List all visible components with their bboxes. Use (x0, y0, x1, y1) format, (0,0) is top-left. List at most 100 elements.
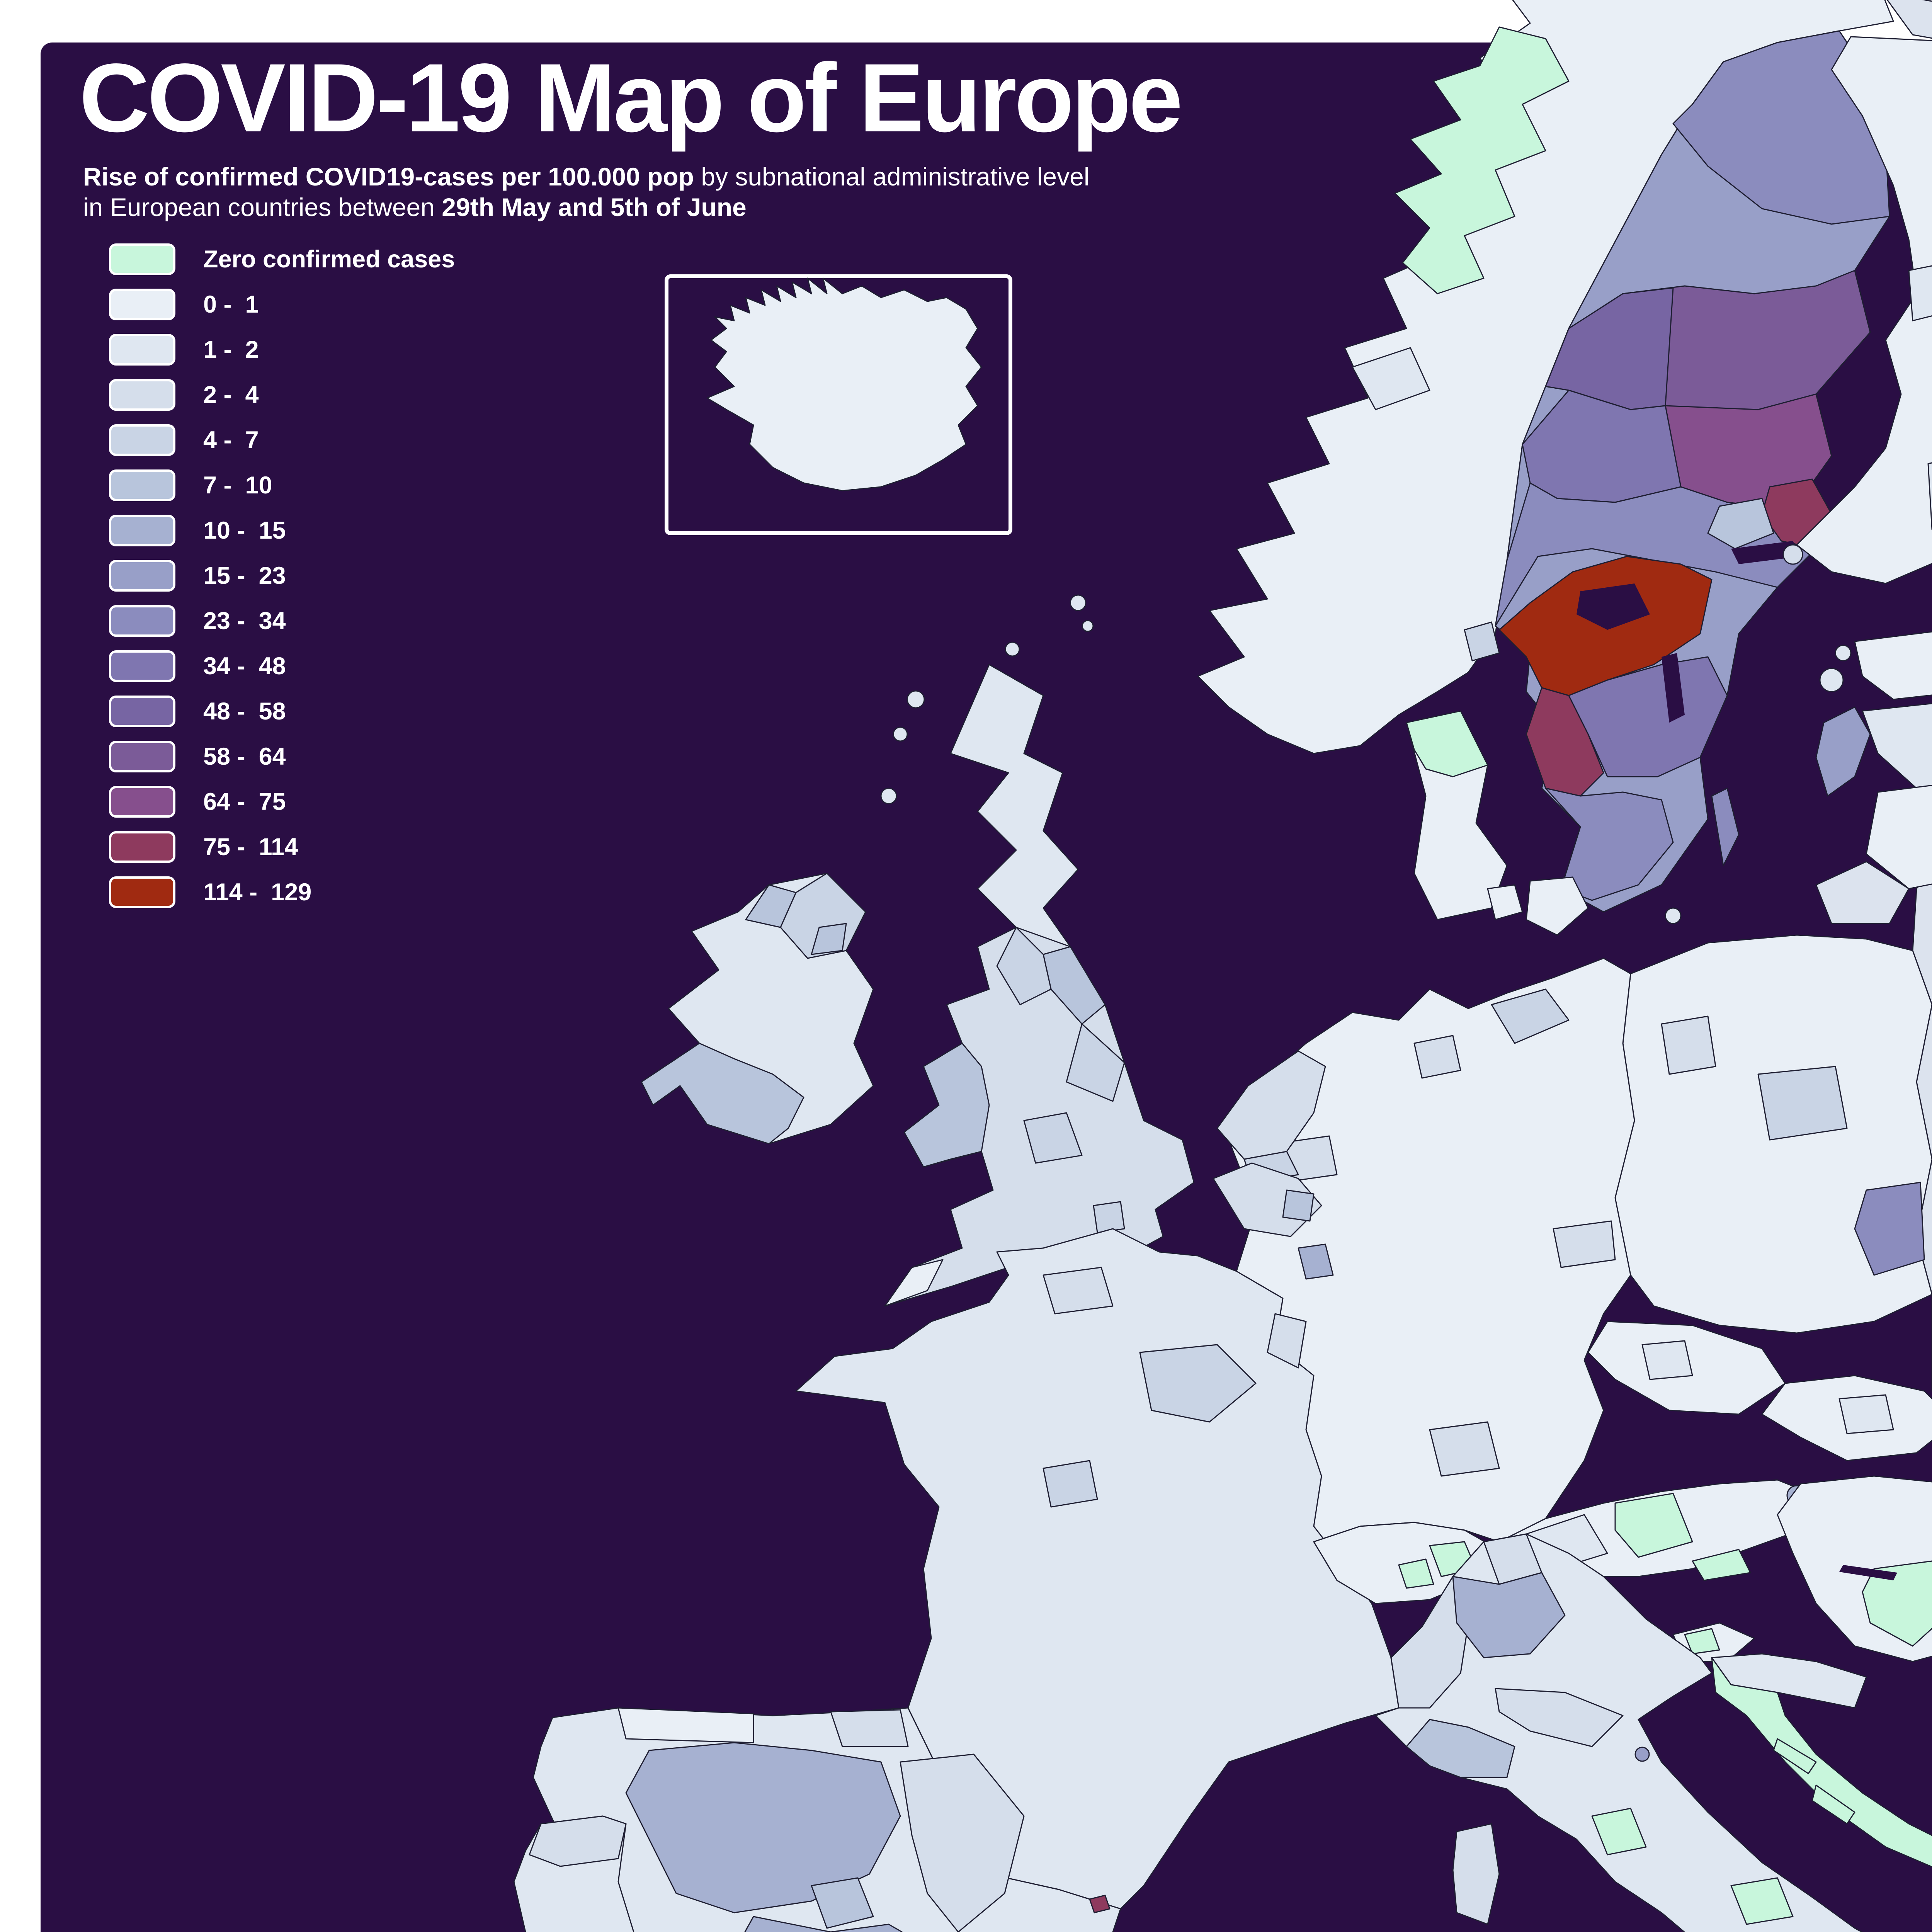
legend-label-c2_4: 2 - 4 (203, 381, 259, 408)
region-asturias (617, 1707, 754, 1743)
region-kaliningrad (1815, 861, 1910, 924)
region-denmark-funen (1487, 884, 1523, 920)
iceland-inset (665, 274, 1012, 535)
region-denmark-north-zero (1406, 710, 1488, 777)
region-swiss-zero (1398, 1558, 1434, 1589)
legend-row-c48_58: 48 - 58 (109, 689, 455, 734)
legend-label-c0_1: 0 - 1 (203, 291, 259, 318)
region-uk-london (1093, 1201, 1125, 1233)
legend-swatch-c34_48 (109, 650, 175, 682)
legend-swatch-c64_75 (109, 786, 175, 818)
legend-swatch-c114_129 (109, 876, 175, 908)
region-poland-warsaw (1757, 1066, 1848, 1141)
legend-label-c48_58: 48 - 58 (203, 697, 286, 725)
region-norway-oslo (1464, 621, 1500, 662)
region-luxembourg (1298, 1243, 1334, 1280)
region-uk-yorkshire (1066, 1023, 1125, 1102)
legend-label-c4_7: 4 - 7 (203, 426, 259, 454)
region-uk-midlands (1023, 1112, 1083, 1164)
legend-row-c64_75: 64 - 75 (109, 779, 455, 824)
region-aragon (900, 1753, 1025, 1932)
legend: Zero confirmed cases 0 - 1 1 - 2 2 - 4 4 - 7… (109, 236, 455, 915)
region-lithuania (1866, 784, 1932, 889)
legend-swatch-c1_2 (109, 333, 175, 366)
legend-label-c64_75: 64 - 75 (203, 788, 286, 815)
legend-swatch-c15_23 (109, 560, 175, 592)
region-estonia-island (1835, 645, 1852, 662)
region-aland (1782, 544, 1803, 565)
region-croatia-coast-zero (1711, 1657, 1932, 1868)
region-sweden-gotland (1815, 706, 1871, 797)
subtitle-line-1: Rise of confirmed COVID19-cases per 100.… (83, 162, 1090, 192)
legend-row-c10_15: 10 - 15 (109, 508, 455, 553)
region-basque (830, 1709, 909, 1747)
region-ni-patch (811, 923, 847, 955)
legend-swatch-c10_15 (109, 514, 175, 546)
region-corsica (1452, 1823, 1500, 1925)
legend-row-c58_64: 58 - 64 (109, 734, 455, 779)
region-estonia-island (1819, 668, 1844, 692)
region-umbria-zero (1591, 1808, 1647, 1855)
legend-row-c34_48: 34 - 48 (109, 643, 455, 689)
region-france-burgundy (1139, 1344, 1257, 1423)
legend-swatch-c23_34 (109, 605, 175, 637)
region-piedmont (1390, 1576, 1469, 1709)
legend-row-c23_34: 23 - 34 (109, 598, 455, 643)
region-shetland (1082, 620, 1094, 632)
region-poland-lublin (1854, 1182, 1925, 1276)
region-sweden-norrbotten (1672, 30, 1890, 225)
lake-vanern (1577, 583, 1650, 630)
lake-malaren (1731, 541, 1801, 564)
region-belgium-liege (1282, 1189, 1315, 1222)
region-germany-saxony (1553, 1220, 1616, 1268)
legend-label-zero: Zero confirmed cases (203, 245, 455, 273)
legend-label-c114_129: 114 - 129 (203, 878, 312, 906)
region-madrid (811, 1877, 874, 1929)
region-czech-patch (1641, 1340, 1693, 1380)
region-shetland (1070, 594, 1087, 611)
legend-swatch-c58_64 (109, 740, 175, 772)
legend-label-c10_15: 10 - 15 (203, 517, 286, 544)
region-slovakia-patch (1838, 1394, 1894, 1434)
landmass-group (513, 0, 1932, 1932)
region-slovenia-zero (1684, 1628, 1720, 1655)
legend-label-c15_23: 15 - 23 (203, 562, 286, 589)
lake-vattern (1662, 653, 1685, 723)
page-title: COVID-19 Map of Europe (79, 44, 1183, 152)
region-france-center (1043, 1460, 1098, 1508)
region-orkney (1005, 641, 1020, 657)
region-latvia (1862, 703, 1932, 789)
legend-row-c1_2: 1 - 2 (109, 327, 455, 372)
region-san-marino (1634, 1747, 1650, 1762)
legend-swatch-c2_4 (109, 379, 175, 411)
iceland-inset-box (665, 274, 1012, 535)
region-sweden-smaland (1568, 656, 1728, 777)
legend-row-zero: Zero confirmed cases (109, 236, 455, 282)
region-germany-mecklenburg (1491, 988, 1570, 1044)
region-emilia (1495, 1688, 1624, 1747)
legend-label-c7_10: 7 - 10 (203, 471, 272, 499)
region-sweden-oland (1711, 787, 1740, 866)
legend-row-c0_1: 0 - 1 (109, 282, 455, 327)
region-uk-wales (903, 1043, 990, 1168)
legend-swatch-c4_7 (109, 424, 175, 456)
subtitle-regular-2: in European countries between (83, 193, 442, 222)
region-sweden-uppsala (1707, 498, 1774, 549)
region-sweden-skane (1545, 787, 1674, 901)
region-liguria (1406, 1719, 1515, 1778)
region-molise-zero (1730, 1877, 1794, 1925)
region-castilla-mancha (744, 1916, 903, 1932)
legend-swatch-c7_10 (109, 469, 175, 501)
legend-label-c58_64: 58 - 64 (203, 743, 286, 770)
legend-label-c34_48: 34 - 48 (203, 652, 286, 680)
legend-row-c4_7: 4 - 7 (109, 417, 455, 463)
subtitle-regular-1: by subnational administrative level (694, 162, 1090, 191)
subtitle-bold-1: Rise of confirmed COVID19-cases per 100.… (83, 162, 694, 191)
legend-row-c15_23: 15 - 23 (109, 553, 455, 598)
page-subtitle: Rise of confirmed COVID19-cases per 100.… (83, 162, 1090, 223)
region-hebrides (893, 726, 908, 742)
legend-swatch-c75_114 (109, 831, 175, 863)
legend-label-c1_2: 1 - 2 (203, 336, 259, 363)
region-finland-patch (1908, 265, 1932, 321)
